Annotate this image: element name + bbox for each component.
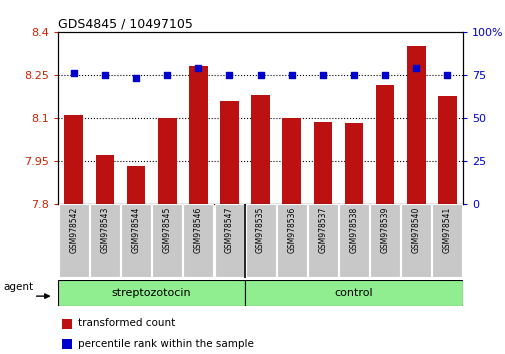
Point (442, 72, 450, 78)
FancyBboxPatch shape (308, 204, 337, 277)
Point (100, 72, 109, 78)
Text: agent: agent (3, 282, 33, 292)
FancyBboxPatch shape (370, 204, 399, 277)
Bar (126, 166, 145, 204)
Text: GSM978539: GSM978539 (380, 206, 389, 253)
Point (412, 65, 420, 71)
Text: GDS4845 / 10497105: GDS4845 / 10497105 (58, 18, 193, 31)
Point (163, 72, 171, 78)
Point (318, 72, 326, 78)
Point (194, 65, 202, 71)
FancyBboxPatch shape (59, 204, 88, 277)
Bar (375, 85, 394, 204)
Bar (158, 118, 176, 204)
FancyBboxPatch shape (121, 204, 150, 277)
Text: GSM978536: GSM978536 (287, 206, 295, 253)
Bar (95, 155, 114, 204)
Text: GSM978545: GSM978545 (162, 206, 171, 253)
Text: GSM978547: GSM978547 (225, 206, 233, 253)
Text: GSM978538: GSM978538 (349, 206, 358, 253)
Bar (62, 339, 72, 349)
FancyBboxPatch shape (214, 204, 244, 277)
Point (287, 72, 295, 78)
FancyBboxPatch shape (338, 204, 368, 277)
Bar (62, 319, 72, 329)
Bar (437, 96, 456, 204)
Text: GSM978543: GSM978543 (100, 206, 109, 253)
Text: GSM978546: GSM978546 (193, 206, 203, 253)
Point (132, 75, 140, 81)
FancyBboxPatch shape (183, 204, 213, 277)
Bar (406, 46, 425, 204)
Text: GSM978544: GSM978544 (131, 206, 140, 253)
Point (225, 72, 233, 78)
FancyBboxPatch shape (400, 204, 430, 277)
Text: percentile rank within the sample: percentile rank within the sample (78, 339, 254, 349)
FancyBboxPatch shape (432, 204, 462, 277)
Text: streptozotocin: streptozotocin (112, 288, 191, 298)
Text: GSM978541: GSM978541 (442, 206, 451, 253)
FancyBboxPatch shape (90, 204, 120, 277)
FancyBboxPatch shape (276, 204, 306, 277)
FancyBboxPatch shape (245, 204, 275, 277)
Bar (282, 118, 300, 204)
Text: GSM978540: GSM978540 (411, 206, 420, 253)
Text: GSM978537: GSM978537 (318, 206, 327, 253)
Text: control: control (334, 288, 373, 298)
Bar (313, 122, 332, 204)
Bar (220, 101, 238, 204)
Text: GSM978535: GSM978535 (256, 206, 265, 253)
Bar (64, 115, 83, 204)
Bar (344, 124, 363, 204)
Bar (251, 95, 269, 204)
Point (380, 72, 388, 78)
Text: transformed count: transformed count (78, 318, 175, 328)
Point (256, 72, 264, 78)
FancyBboxPatch shape (152, 204, 182, 277)
Text: GSM978542: GSM978542 (69, 206, 78, 253)
Bar (188, 66, 207, 204)
Bar (58, 280, 244, 306)
Bar (244, 280, 462, 306)
Point (70, 70, 78, 76)
Point (349, 72, 358, 78)
